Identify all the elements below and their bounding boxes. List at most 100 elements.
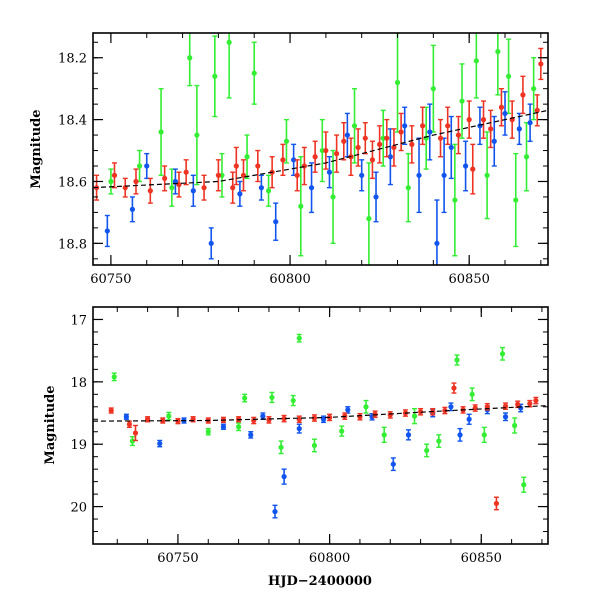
- top-point: [377, 125, 383, 164]
- bottom-point: [108, 407, 114, 414]
- top-point: [502, 91, 508, 136]
- top-point: [409, 125, 415, 164]
- top-point: [122, 177, 128, 198]
- bottom-point: [357, 412, 363, 421]
- top-point: [470, 143, 476, 195]
- bottom-ticks-layer: 60750 60800 60850 17 18 19 20: [70, 306, 548, 566]
- bottom-point: [251, 416, 257, 425]
- top-point: [527, 103, 533, 142]
- top-point: [158, 87, 164, 176]
- top-point: [162, 165, 168, 192]
- top-point: [294, 159, 300, 192]
- top-point: [477, 106, 483, 146]
- top-point: [104, 214, 110, 248]
- top-point: [172, 168, 179, 195]
- bottom-point: [248, 431, 254, 439]
- top-point: [326, 156, 333, 189]
- top-series-1: [104, 91, 533, 265]
- top-point: [147, 177, 153, 204]
- top-point: [520, 75, 526, 115]
- top-point: [488, 109, 494, 149]
- bottom-point: [132, 424, 139, 442]
- bottom-point: [126, 420, 132, 429]
- top-point: [534, 94, 540, 127]
- top-point: [169, 168, 175, 207]
- bottom-y-tick-label: 17: [70, 313, 87, 328]
- top-point: [341, 122, 347, 161]
- top-point: [495, 33, 501, 96]
- bottom-trend-layer: [93, 404, 548, 422]
- top-point: [240, 159, 247, 192]
- top-plot-frame: [92, 32, 549, 266]
- top-series-0: [108, 33, 537, 265]
- bottom-point: [533, 396, 539, 405]
- top-point: [359, 159, 365, 192]
- bottom-point: [363, 399, 369, 414]
- top-point: [251, 41, 257, 105]
- top-point: [387, 128, 393, 186]
- bottom-point: [454, 354, 460, 366]
- top-point: [344, 112, 350, 158]
- top-point: [355, 128, 361, 167]
- bottom-point: [111, 372, 117, 382]
- top-point: [233, 146, 239, 186]
- top-panel: 60750 60800 60850 18.2 18.4 18.6 18.8 Magnitud…: [29, 32, 549, 287]
- top-point: [405, 152, 411, 223]
- top-point: [420, 106, 426, 146]
- top-point: [201, 174, 207, 201]
- top-point: [108, 168, 114, 195]
- bottom-point: [205, 427, 211, 436]
- bottom-point: [418, 407, 424, 416]
- bottom-point: [260, 412, 266, 420]
- top-point: [380, 109, 386, 167]
- top-point: [129, 196, 136, 223]
- top-point: [516, 112, 522, 146]
- top-point: [513, 152, 519, 248]
- bottom-x-axis-title: HJD−2400000: [268, 574, 372, 589]
- top-point: [215, 159, 221, 192]
- bottom-point: [499, 346, 506, 361]
- top-point: [265, 174, 272, 207]
- top-point: [301, 146, 307, 186]
- top-point: [466, 100, 472, 139]
- top-point: [334, 134, 340, 173]
- bottom-point: [502, 412, 509, 422]
- bottom-plot-frame: [92, 306, 549, 545]
- top-point: [312, 140, 318, 173]
- top-point: [319, 118, 325, 183]
- bottom-point: [493, 496, 500, 511]
- top-point: [255, 149, 261, 183]
- top-point: [505, 38, 512, 115]
- bottom-point: [387, 411, 393, 419]
- bottom-point: [320, 415, 327, 424]
- bottom-point: [290, 394, 296, 407]
- top-point: [136, 149, 143, 183]
- bottom-point: [451, 382, 457, 394]
- bottom-point: [481, 426, 487, 444]
- top-point: [194, 84, 200, 186]
- top-series-layer: [93, 33, 544, 265]
- bottom-point: [296, 423, 302, 434]
- bottom-point: [269, 391, 275, 404]
- bottom-point: [296, 415, 302, 424]
- bottom-series-layer: [108, 333, 539, 519]
- bottom-point: [145, 416, 151, 423]
- top-point: [448, 115, 454, 180]
- bottom-point: [390, 457, 396, 472]
- top-point: [452, 143, 458, 257]
- top-point: [427, 103, 433, 161]
- top-point: [398, 112, 404, 152]
- top-point: [445, 106, 451, 146]
- top-point: [226, 33, 232, 99]
- bottom-point: [424, 443, 430, 458]
- bottom-trend-line: [93, 404, 548, 422]
- top-point: [176, 171, 182, 198]
- top-point: [484, 131, 490, 220]
- bottom-point: [448, 402, 454, 412]
- top-point: [308, 162, 315, 214]
- top-series-2: [93, 47, 544, 204]
- top-x-tick-label: 60800: [269, 272, 310, 287]
- bottom-series-1: [123, 402, 524, 519]
- bottom-point: [527, 399, 533, 408]
